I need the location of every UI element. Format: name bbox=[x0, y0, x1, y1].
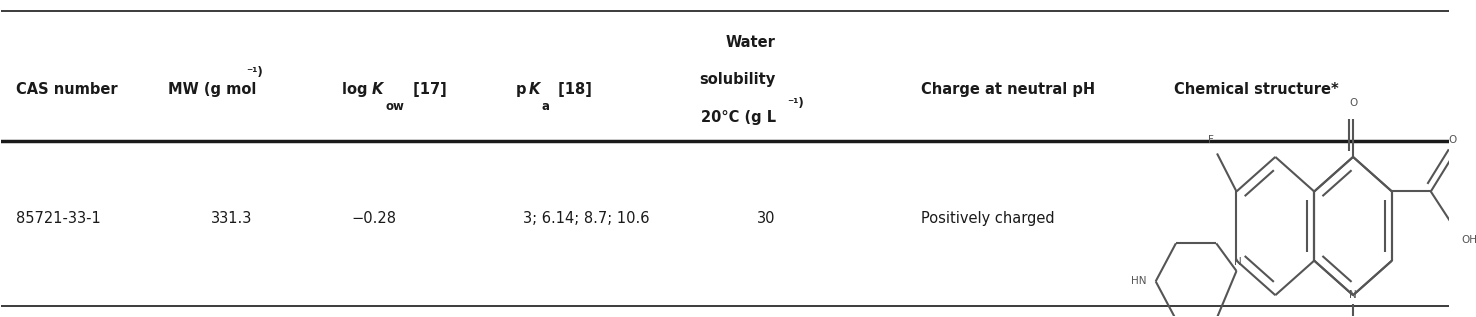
Text: ⁻¹): ⁻¹) bbox=[246, 66, 263, 79]
Text: 20°C (g L: 20°C (g L bbox=[701, 110, 776, 125]
Text: K: K bbox=[372, 82, 384, 97]
Text: HN: HN bbox=[1131, 276, 1147, 286]
Text: O: O bbox=[1349, 98, 1358, 108]
Text: 3; 6.14; 8.7; 10.6: 3; 6.14; 8.7; 10.6 bbox=[523, 211, 649, 226]
Text: 30: 30 bbox=[757, 211, 776, 226]
Text: 331.3: 331.3 bbox=[211, 211, 252, 226]
Text: O: O bbox=[1448, 135, 1457, 145]
Text: p: p bbox=[515, 82, 525, 97]
Text: 85721-33-1: 85721-33-1 bbox=[16, 211, 100, 226]
Text: OH: OH bbox=[1461, 235, 1476, 245]
Text: [18]: [18] bbox=[554, 82, 592, 97]
Text: N: N bbox=[1349, 290, 1356, 300]
Text: N: N bbox=[1234, 257, 1241, 267]
Text: CAS number: CAS number bbox=[16, 82, 118, 97]
Text: ow: ow bbox=[385, 100, 404, 113]
Text: log: log bbox=[341, 82, 372, 97]
Text: −0.28: −0.28 bbox=[351, 211, 397, 226]
Text: MW (g mol: MW (g mol bbox=[168, 82, 257, 97]
Text: Charge at neutral pH: Charge at neutral pH bbox=[921, 82, 1095, 97]
Text: F: F bbox=[1207, 135, 1213, 145]
Text: Water: Water bbox=[726, 35, 776, 50]
Text: K: K bbox=[528, 82, 540, 97]
Text: [17]: [17] bbox=[409, 82, 447, 97]
Text: Positively charged: Positively charged bbox=[921, 211, 1054, 226]
Text: solubility: solubility bbox=[700, 73, 776, 87]
Text: Chemical structure*: Chemical structure* bbox=[1173, 82, 1339, 97]
Text: ⁻¹): ⁻¹) bbox=[788, 97, 804, 110]
Text: a: a bbox=[542, 100, 549, 113]
